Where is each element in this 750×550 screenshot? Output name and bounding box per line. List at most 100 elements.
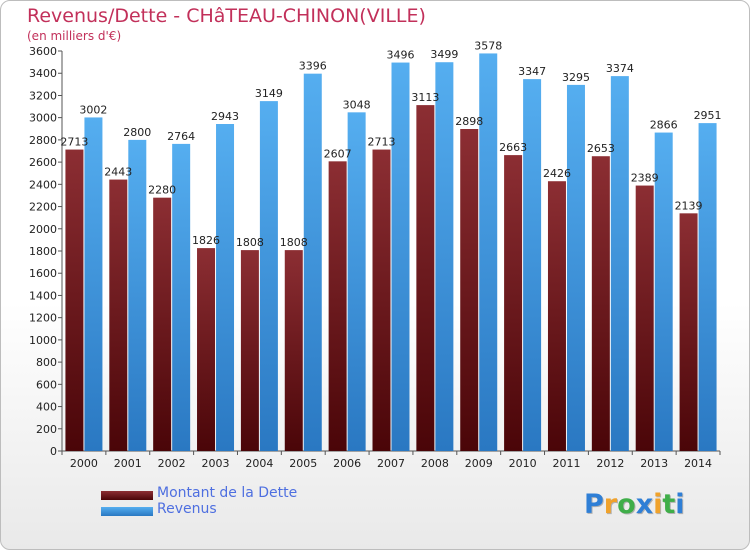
y-tick-label: 3200 xyxy=(29,89,57,102)
logo-letter: i xyxy=(675,489,685,520)
logo-letter: P xyxy=(584,489,604,520)
proxiti-logo: Proxiti xyxy=(584,489,685,520)
bar-revenus xyxy=(391,62,410,452)
bar-debt xyxy=(416,105,435,451)
data-label-debt: 2713 xyxy=(60,136,88,149)
x-tick-label: 2007 xyxy=(377,457,405,470)
y-tick-label: 2200 xyxy=(29,201,57,214)
bar-debt xyxy=(284,250,303,451)
data-label-revenus: 3396 xyxy=(299,60,327,73)
x-tick-label: 2006 xyxy=(333,457,361,470)
bar-revenus xyxy=(654,132,673,452)
chart-title: Revenus/Dette - CHâTEAU-CHINON(VILLE) xyxy=(27,5,426,27)
y-tick-label: 2400 xyxy=(29,178,57,191)
data-label-revenus: 2943 xyxy=(211,110,239,123)
chart-axes: 0 200 400 600 800 1000 1200 1400 1600 1800 2000 220… xyxy=(29,45,721,470)
x-tick-label: 2009 xyxy=(465,457,493,470)
data-label-revenus: 2866 xyxy=(650,119,678,132)
y-tick-label: 2000 xyxy=(29,223,57,236)
bar-debt xyxy=(547,181,566,451)
y-tick-label: 1600 xyxy=(29,267,57,280)
data-label-revenus: 3496 xyxy=(387,49,415,62)
bar-revenus xyxy=(303,73,322,452)
data-label-debt: 2607 xyxy=(324,147,352,160)
legend-label-dette: Montant de la Dette xyxy=(157,485,298,501)
data-label-debt: 2139 xyxy=(675,199,703,212)
y-tick-label: 1000 xyxy=(29,334,57,347)
bar-debt xyxy=(240,250,259,451)
x-tick-label: 2001 xyxy=(114,457,142,470)
logo-letter: r xyxy=(603,489,618,520)
y-tick-label: 400 xyxy=(36,401,57,414)
data-label-debt: 2389 xyxy=(631,172,659,185)
data-label-debt: 1808 xyxy=(236,236,264,249)
x-tick-label: 2005 xyxy=(289,457,317,470)
y-tick-label: 2800 xyxy=(29,134,57,147)
data-label-revenus: 3149 xyxy=(255,87,283,100)
bar-revenus xyxy=(435,62,454,451)
y-tick-label: 1800 xyxy=(29,245,57,258)
data-label-revenus: 2764 xyxy=(167,130,195,143)
bar-debt xyxy=(372,149,391,452)
bar-debt xyxy=(460,129,479,451)
x-tick-label: 2004 xyxy=(245,457,273,470)
x-tick-label: 2003 xyxy=(202,457,230,470)
bar-revenus xyxy=(347,112,366,451)
data-label-debt: 2426 xyxy=(543,167,571,180)
y-tick-label: 200 xyxy=(36,423,57,436)
y-tick-label: 0 xyxy=(50,445,57,458)
data-label-revenus: 3374 xyxy=(606,62,634,75)
x-tick-label: 2011 xyxy=(552,457,580,470)
data-label-debt: 1826 xyxy=(192,234,220,247)
data-label-debt: 2653 xyxy=(587,142,615,155)
chart-bars xyxy=(65,53,717,452)
bar-debt xyxy=(591,156,610,451)
chart-data-labels: 2713 3002 2443 2800 2280 2764 1826 2943 1808 3149… xyxy=(60,39,721,249)
data-label-revenus: 3578 xyxy=(474,39,502,52)
bar-debt xyxy=(679,213,698,451)
y-tick-label: 3600 xyxy=(29,45,57,58)
x-tick-label: 2000 xyxy=(70,457,98,470)
data-label-revenus: 3347 xyxy=(518,65,546,78)
data-label-revenus: 3499 xyxy=(430,48,458,61)
bar-debt xyxy=(197,248,216,451)
x-tick-label: 2002 xyxy=(158,457,186,470)
data-label-debt: 2443 xyxy=(104,166,132,179)
x-tick-label: 2008 xyxy=(421,457,449,470)
y-tick-label: 1400 xyxy=(29,289,57,302)
y-tick-label: 3400 xyxy=(29,67,57,80)
x-tick-label: 2014 xyxy=(684,457,712,470)
data-label-revenus: 3002 xyxy=(79,103,107,116)
y-tick-label: 800 xyxy=(36,356,57,369)
bar-revenus xyxy=(698,123,717,451)
bar-revenus xyxy=(610,76,629,451)
bar-debt xyxy=(65,149,84,452)
bar-revenus xyxy=(259,101,278,451)
bar-revenus xyxy=(172,143,191,451)
bar-debt xyxy=(153,197,172,451)
logo-letter: o xyxy=(617,489,636,520)
bar-revenus xyxy=(128,139,147,451)
data-label-revenus: 2951 xyxy=(694,109,722,122)
x-tick-label: 2012 xyxy=(596,457,624,470)
legend-swatch-revenus xyxy=(101,507,153,516)
data-label-debt: 2280 xyxy=(148,184,176,197)
y-tick-label: 1200 xyxy=(29,312,57,325)
data-label-debt: 2663 xyxy=(499,141,527,154)
data-label-revenus: 3048 xyxy=(343,98,371,111)
bar-revenus xyxy=(84,117,103,451)
x-tick-label: 2013 xyxy=(640,457,668,470)
bar-debt xyxy=(635,185,654,452)
logo-letter: x xyxy=(635,489,654,520)
bar-revenus xyxy=(523,79,542,451)
data-label-debt: 2898 xyxy=(455,115,483,128)
bar-debt xyxy=(109,179,128,452)
x-tick-label: 2010 xyxy=(509,457,537,470)
data-label-debt: 2713 xyxy=(368,136,396,149)
data-label-debt: 1808 xyxy=(280,236,308,249)
legend-swatch-dette xyxy=(101,491,153,500)
y-tick-label: 2600 xyxy=(29,156,57,169)
data-label-revenus: 3295 xyxy=(562,71,590,84)
